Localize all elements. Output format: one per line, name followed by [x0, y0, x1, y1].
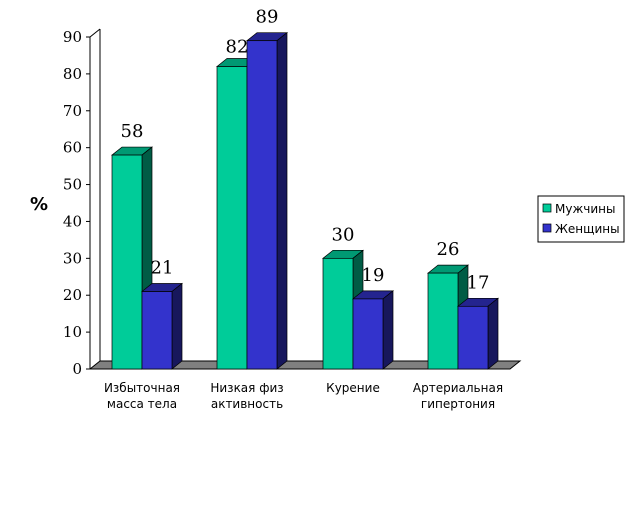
category-label-line: Избыточная [104, 381, 180, 395]
bar-women-3 [352, 290, 394, 370]
y-tick-label: 30 [63, 249, 82, 267]
y-tick-label: 10 [63, 323, 82, 341]
legend-label-men: Мужчины [555, 202, 615, 216]
data-label-men-1: 58 [121, 121, 144, 142]
bar-side-face [382, 290, 394, 370]
category-label-line: Курение [326, 381, 380, 395]
category-label-2: Низкая физ активность [210, 381, 283, 411]
legend-swatch-women [542, 223, 552, 233]
data-label-women-4: 17 [467, 272, 490, 293]
bar-side-face [487, 297, 499, 370]
bar-front-face [427, 272, 459, 370]
data-label-men-2: 82 [226, 37, 249, 58]
bar-side-face [171, 282, 183, 370]
legend-box [537, 195, 625, 243]
y-tick-label: 90 [63, 28, 82, 46]
y-tick-label: 80 [63, 65, 82, 83]
bar-front-face [111, 154, 143, 370]
legend: Мужчины Женщины [537, 195, 625, 243]
category-label-line: Низкая физ [210, 381, 283, 395]
data-label-men-4: 26 [437, 239, 460, 260]
x-axis-categories: Избыточная масса тела Низкая физ активность… [104, 381, 503, 411]
y-axis: 0 10 20 30 40 50 60 70 80 90 [63, 28, 101, 378]
y-tick-label: 40 [63, 212, 82, 230]
y-tick-label: 20 [63, 286, 82, 304]
bar-front-face [216, 66, 248, 370]
bar-front-face [246, 40, 278, 370]
category-label-line: гипертония [421, 397, 495, 411]
category-label-4: Артериальная гипертония [413, 381, 503, 411]
bar-women-1 [141, 282, 183, 370]
y-tick-label: 60 [63, 139, 82, 157]
bar-front-face [352, 298, 384, 370]
category-label-line: Артериальная [413, 381, 503, 395]
y-tick-label: 50 [63, 176, 82, 194]
bar-marks [111, 31, 499, 370]
bar-front-face [457, 305, 489, 370]
category-label-line: активность [211, 397, 283, 411]
category-label-line: масса тела [107, 397, 177, 411]
bar-women-4 [457, 297, 499, 370]
bar-front-face [141, 291, 173, 370]
bar-front-face [322, 257, 354, 370]
data-label-women-3: 19 [362, 265, 385, 286]
data-label-women-2: 89 [256, 7, 279, 28]
legend-label-women: Женщины [555, 222, 620, 236]
data-label-women-1: 21 [151, 258, 174, 279]
bar-women-2 [246, 31, 288, 370]
data-labels: 58 82 30 26 21 89 19 17 [121, 7, 490, 294]
bar-side-face [276, 31, 288, 370]
legend-swatch-men [542, 203, 552, 213]
category-label-1: Избыточная масса тела [104, 381, 180, 411]
y-axis-label: % [30, 194, 48, 215]
data-label-men-3: 30 [332, 224, 355, 245]
y-tick-label: 70 [63, 102, 82, 120]
y-axis-top-edge [89, 28, 101, 38]
category-label-3: Курение [326, 381, 380, 395]
y-tick-label: 0 [72, 360, 82, 378]
